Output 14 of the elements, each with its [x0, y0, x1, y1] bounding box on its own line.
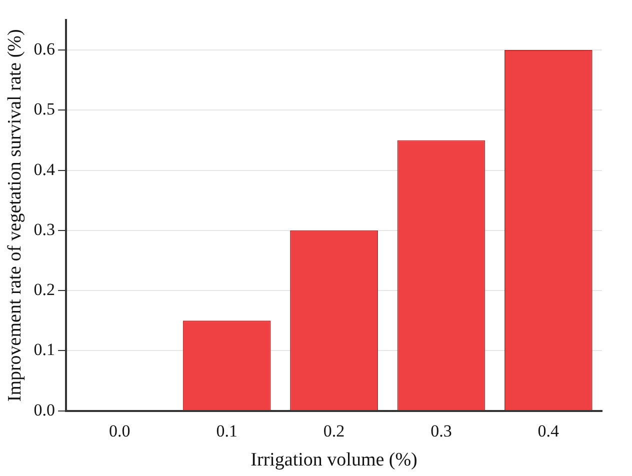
x-tick-label: 0.3 [430, 421, 452, 440]
y-tick-label: 0.6 [34, 40, 56, 59]
x-tick-label: 0.2 [323, 421, 345, 440]
y-tick-label: 0.1 [34, 340, 56, 360]
y-tick-label: 0.2 [34, 280, 56, 300]
y-axis-title: Improvement rate of vegetation survival rate (%) [4, 29, 26, 402]
y-tick-label: 0.5 [34, 100, 56, 119]
x-tick-label: 0.1 [216, 421, 238, 440]
x-tick-label: 0.4 [538, 421, 560, 440]
y-tick-label: 0.4 [34, 160, 56, 179]
y-tick-label: 0.0 [34, 400, 56, 420]
x-axis-title: Irrigation volume (%) [250, 450, 418, 471]
x-tick-label: 0.0 [109, 421, 130, 440]
y-tick-label: 0.3 [34, 220, 56, 239]
